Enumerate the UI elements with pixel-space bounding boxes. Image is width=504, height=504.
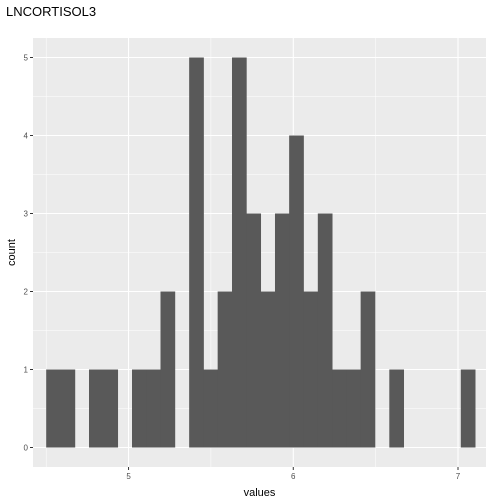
x-tick-label: 5 (126, 472, 131, 481)
x-tick-label: 7 (456, 472, 461, 481)
y-tick-label: 1 (24, 366, 29, 375)
histogram-bar (346, 369, 362, 448)
histogram-bar (189, 57, 204, 448)
histogram-bar (217, 291, 233, 448)
histogram-bar (231, 57, 247, 448)
histogram-bar (146, 369, 161, 448)
x-axis-title: values (244, 487, 276, 499)
y-tick-label: 2 (24, 288, 29, 297)
histogram-bar (289, 135, 304, 448)
histogram-bar (303, 291, 319, 448)
x-axis: 5 6 7 (126, 467, 461, 481)
histogram-bar (317, 213, 333, 448)
histogram-bar (246, 213, 262, 448)
histogram-bar (460, 369, 476, 448)
histogram-bar (46, 369, 61, 448)
histogram-bar (132, 369, 147, 448)
histogram-bar (260, 291, 276, 448)
y-tick-label: 5 (24, 54, 29, 63)
histogram-bar (89, 369, 104, 448)
histogram-bar (274, 213, 290, 448)
y-tick-label: 3 (24, 210, 29, 219)
histogram-bar (60, 369, 76, 448)
histogram-bar (203, 369, 219, 448)
histogram-bars (46, 57, 476, 448)
y-tick-label: 0 (24, 444, 29, 453)
histogram-bar (332, 369, 347, 448)
y-tick-label: 4 (24, 132, 29, 141)
histogram-bar (103, 369, 119, 448)
x-tick-label: 6 (291, 472, 296, 481)
chart-title: LNCORTISOL3 (6, 4, 97, 19)
histogram-bar (160, 291, 176, 448)
y-axis: 0 1 2 3 4 5 (24, 54, 33, 453)
histogram-bar (389, 369, 405, 448)
y-axis-title: count (6, 239, 18, 266)
histogram-bar (360, 291, 376, 448)
